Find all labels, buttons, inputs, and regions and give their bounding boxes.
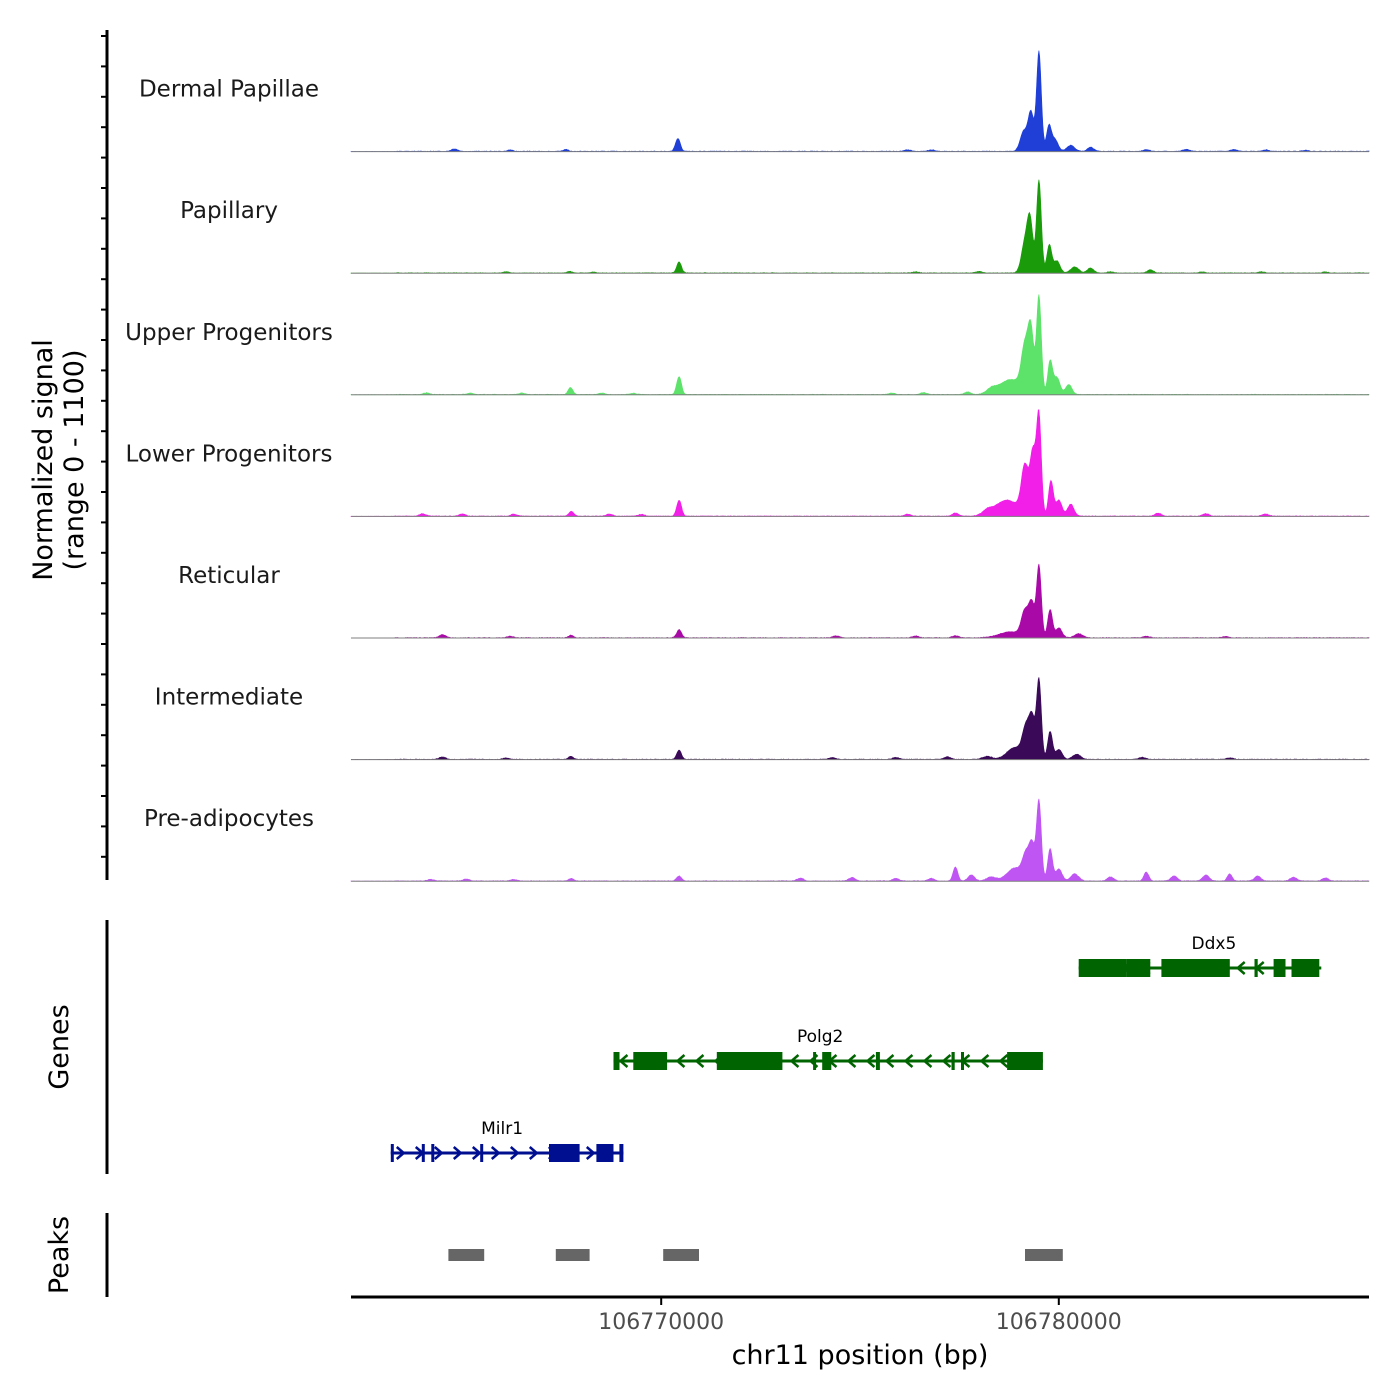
peak-regions (448, 1249, 1063, 1261)
coverage-track-pre-adipocytes: Pre-adipocytes (144, 798, 1370, 882)
gene-strand-arrow (490, 1146, 501, 1160)
signal-panel: Normalized signal (range 0 - 1100) Derma… (28, 30, 1370, 882)
coverage-track-papillary: Papillary (180, 179, 1370, 274)
gene-strand-arrow (884, 1054, 895, 1068)
gene-exon (390, 1144, 394, 1162)
gene-exon (633, 1052, 668, 1070)
coverage-track-upper-progenitors: Upper Progenitors (125, 294, 1370, 396)
track-label: Papillary (180, 198, 278, 224)
gene-strand-arrow (618, 1054, 629, 1068)
gene-exon (1161, 959, 1230, 977)
x-tick-label: 106780000 (996, 1310, 1122, 1335)
gene-strand-arrow (433, 1146, 444, 1160)
coverage-area (350, 409, 1370, 517)
gene-strand-arrow (846, 1054, 857, 1068)
coverage-area (350, 50, 1370, 152)
x-tick-label: 106770000 (598, 1310, 724, 1335)
gene-milr1: Milr1 (390, 1119, 624, 1162)
gene-polg2: Polg2 (613, 1027, 1043, 1070)
track-label: Lower Progenitors (126, 441, 333, 467)
peaks-panel: Peaks (44, 1213, 1063, 1297)
gene-strand-arrow (471, 1146, 482, 1160)
gene-exon (1273, 959, 1286, 977)
coverage-area (350, 563, 1370, 639)
x-axis-ticks: 106770000 106780000 (598, 1297, 1122, 1335)
gene-exon (549, 1144, 580, 1162)
coverage-track-reticular: Reticular (178, 563, 1370, 639)
gene-strand-arrow (395, 1146, 406, 1160)
gene-exon (1007, 1052, 1043, 1070)
coverage-area (350, 294, 1370, 396)
peaks-axis-title: Peaks (44, 1216, 75, 1294)
track-label: Dermal Papillae (139, 77, 319, 103)
coverage-area (350, 179, 1370, 274)
gene-strand-arrow (979, 1054, 990, 1068)
gene-strand-arrow (694, 1054, 705, 1068)
genes-axis-title: Genes (44, 1004, 75, 1089)
gene-exon (1254, 959, 1258, 977)
gene-label: Ddx5 (1192, 934, 1237, 954)
gene-strand-arrow (789, 1054, 800, 1068)
gene-strand-arrow (998, 1054, 1009, 1068)
peak-region (663, 1249, 699, 1261)
gene-exon (1126, 959, 1151, 977)
gene-label: Milr1 (481, 1119, 523, 1139)
gene-strand-arrow (1235, 961, 1246, 975)
gene-exon (951, 1052, 955, 1070)
gene-strand-arrow (528, 1146, 539, 1160)
x-axis: 106770000 106780000 chr11 position (bp) (351, 1295, 1369, 1371)
gene-exon (822, 1052, 832, 1070)
gene-exon (619, 1144, 624, 1162)
gene-exon (716, 1052, 783, 1070)
genes-panel: Genes Milr1 Polg2 Ddx5 (44, 920, 1322, 1174)
gene-strand-arrow (941, 1054, 952, 1068)
coverage-area (350, 798, 1370, 882)
gene-exon (596, 1144, 614, 1162)
gene-strand-arrow (585, 1146, 596, 1160)
gene-exon (431, 1144, 435, 1162)
gene-strand-arrow (675, 1054, 686, 1068)
gene-ddx5: Ddx5 (1078, 934, 1322, 977)
track-label: Upper Progenitors (125, 320, 333, 346)
gene-exon (1078, 959, 1127, 977)
gene-exon (961, 1052, 964, 1070)
peak-region (448, 1249, 485, 1261)
gene-label: Polg2 (797, 1027, 843, 1047)
signal-axis-title-line1: Normalized signal (28, 339, 59, 581)
signal-axis-title-line2: (range 0 - 1100) (59, 350, 90, 571)
gene-annotations: Milr1 Polg2 Ddx5 (390, 934, 1322, 1162)
track-label: Reticular (178, 563, 280, 589)
track-label: Intermediate (155, 685, 303, 711)
gene-exon (875, 1052, 880, 1070)
gene-strand-arrow (509, 1146, 520, 1160)
gene-strand-arrow (903, 1054, 914, 1068)
coverage-track-lower-progenitors: Lower Progenitors (126, 409, 1370, 517)
peak-region (555, 1249, 590, 1261)
coverage-tracks: Dermal Papillae Papillary Upper Progenitor… (125, 50, 1370, 882)
coverage-track-dermal-papillae: Dermal Papillae (139, 50, 1370, 153)
x-axis-title: chr11 position (bp) (732, 1340, 989, 1371)
gene-exon (613, 1052, 620, 1070)
track-label: Pre-adipocytes (144, 806, 314, 832)
coverage-area (350, 677, 1370, 760)
gene-exon (480, 1144, 484, 1162)
gene-strand-arrow (452, 1146, 463, 1160)
signal-axis-ticks (101, 35, 107, 858)
coverage-track-intermediate: Intermediate (155, 677, 1370, 761)
gene-exon (1291, 959, 1320, 977)
gene-strand-arrow (922, 1054, 933, 1068)
gene-exon (421, 1144, 425, 1162)
gene-exon (813, 1052, 817, 1070)
gene-strand-arrow (865, 1054, 876, 1068)
peak-region (1025, 1249, 1063, 1261)
